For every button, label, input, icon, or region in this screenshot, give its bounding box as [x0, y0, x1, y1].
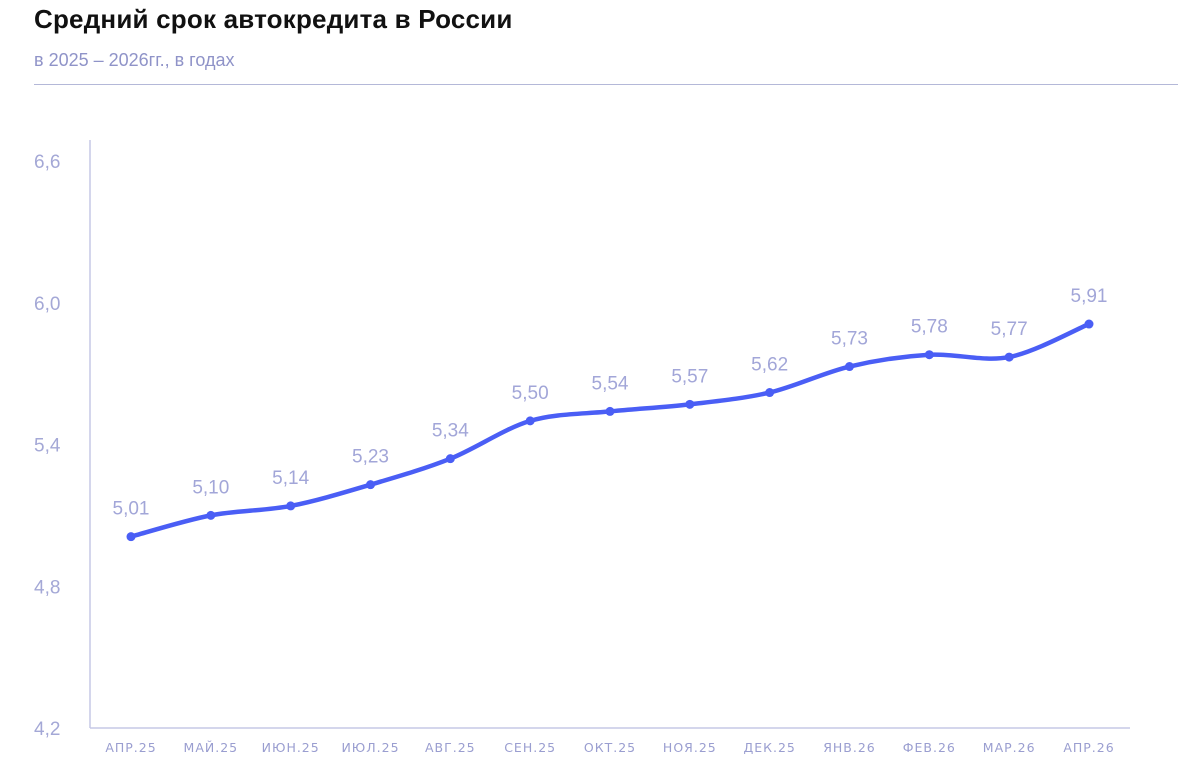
- data-label: 5,34: [432, 421, 469, 442]
- x-tick-label: АПР.25: [105, 740, 156, 755]
- data-point: [525, 416, 535, 426]
- x-tick-label: АВГ.25: [425, 740, 476, 755]
- data-point: [206, 510, 216, 520]
- data-label: 5,10: [192, 477, 229, 498]
- x-tick-label: ИЮЛ.25: [341, 740, 399, 755]
- y-tick-label: 4,8: [34, 577, 60, 598]
- header-divider: [34, 84, 1178, 85]
- series-line-group: [128, 321, 1092, 539]
- x-tick-label: ФЕВ.26: [903, 740, 956, 755]
- x-tick-label: ЯНВ.26: [823, 740, 876, 755]
- axes: [89, 140, 1130, 729]
- data-label: 5,91: [1071, 286, 1108, 307]
- y-tick-label: 6,0: [34, 294, 60, 315]
- x-tick-labels: АПР.25 МАЙ.25 ИЮН.25 ИЮЛ.25 АВГ.25 СЕН.25 ОКТ.…: [105, 740, 1114, 755]
- data-point: [685, 399, 695, 409]
- data-label: 5,14: [272, 468, 309, 489]
- y-tick-label: 6,6: [34, 152, 60, 173]
- data-point: [1084, 319, 1094, 329]
- data-point: [126, 532, 136, 542]
- data-point: [924, 350, 934, 360]
- data-point: [765, 388, 775, 398]
- chart-subtitle: в 2025 – 2026гг., в годах: [34, 50, 235, 70]
- data-label: 5,50: [512, 383, 549, 404]
- x-tick-label: ИЮН.25: [262, 740, 320, 755]
- data-label: 5,01: [113, 499, 150, 520]
- data-point: [845, 362, 854, 372]
- data-label: 5,62: [751, 355, 788, 376]
- x-tick-label: МАР.26: [983, 740, 1036, 755]
- x-tick-label: СЕН.25: [504, 740, 556, 755]
- series-line: [128, 321, 1092, 539]
- x-tick-label: НОЯ.25: [663, 740, 717, 755]
- data-point: [445, 454, 455, 464]
- data-point: [605, 406, 615, 416]
- data-point: [1004, 352, 1014, 362]
- data-label: 5,73: [831, 329, 868, 350]
- data-label: 5,57: [671, 366, 708, 387]
- data-label: 5,78: [911, 317, 948, 338]
- x-tick-label: ОКТ.25: [584, 740, 636, 755]
- data-label: 5,54: [592, 373, 629, 394]
- y-tick-label: 4,2: [34, 719, 60, 740]
- data-point: [286, 501, 296, 511]
- x-tick-label: АПР.26: [1063, 740, 1114, 755]
- x-tick-label: ДЕК.25: [743, 740, 795, 755]
- data-labels: 5,01 5,10 5,14 5,23 5,34 5,50 5,54 5,57 5,62 5,73…: [113, 286, 1108, 520]
- data-label: 5,77: [991, 319, 1028, 340]
- data-point: [366, 480, 375, 490]
- data-label: 5,23: [352, 447, 389, 468]
- data-points: [126, 319, 1094, 542]
- chart-title: Средний срок автокредита в России: [34, 4, 513, 34]
- y-tick-labels: 4,2 4,8 5,4 6,0 6,6: [34, 152, 61, 740]
- y-tick-label: 5,4: [34, 436, 61, 457]
- x-tick-label: МАЙ.25: [184, 740, 239, 755]
